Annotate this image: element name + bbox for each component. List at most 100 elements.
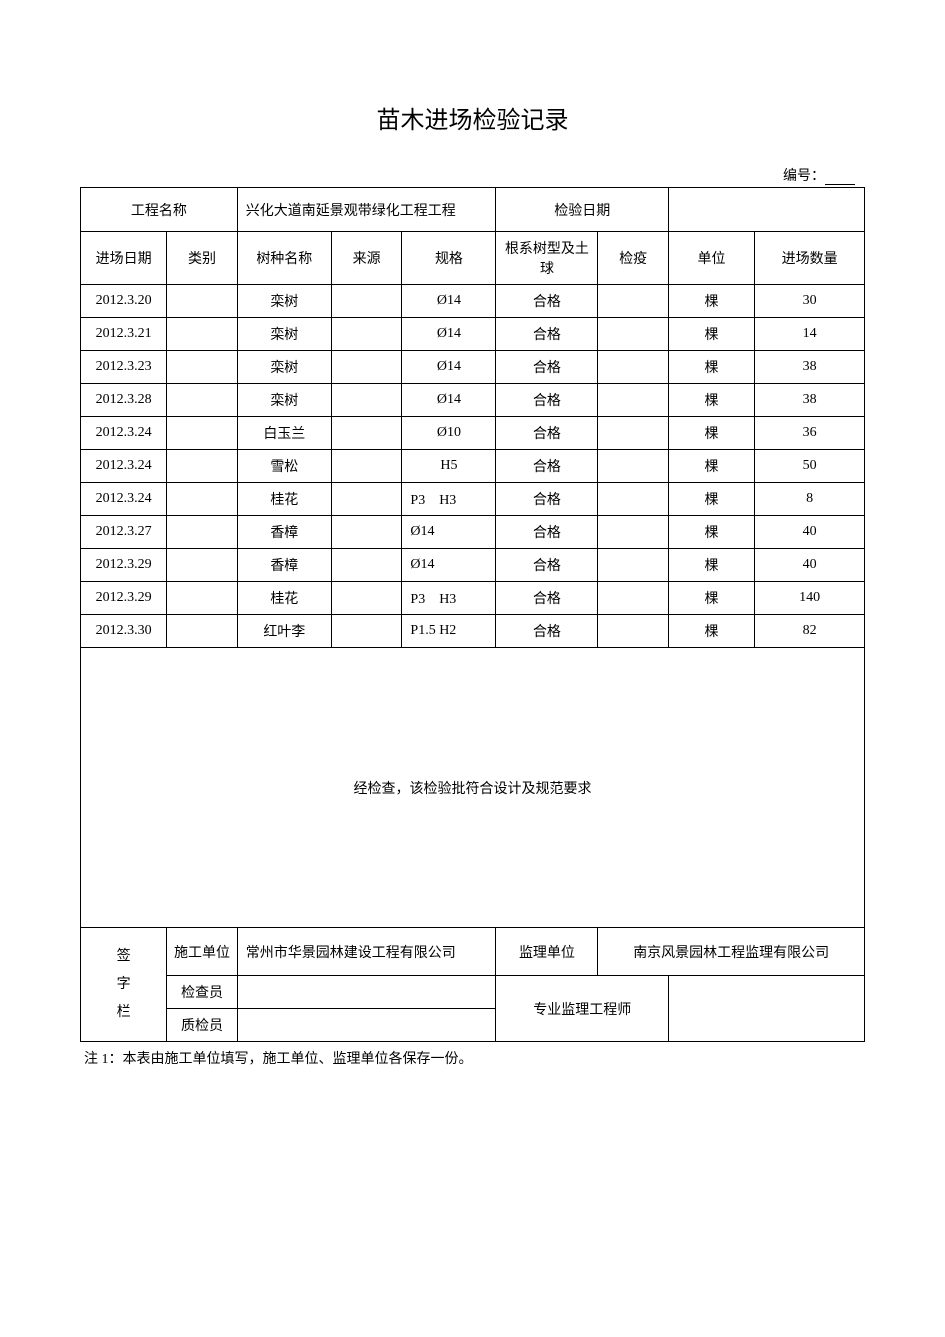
- cell-qty: 38: [755, 351, 865, 384]
- construction-value: 常州市华景园林建设工程有限公司: [237, 928, 496, 976]
- cell-quarantine: [598, 285, 669, 318]
- cell-qty: 38: [755, 384, 865, 417]
- cell-spec: Ø14: [402, 285, 496, 318]
- cell-unit: 棵: [668, 450, 754, 483]
- cell-species: 栾树: [237, 318, 331, 351]
- cell-date: 2012.3.20: [81, 285, 167, 318]
- inspection-note-row: 经检查，该检验批符合设计及规范要求: [81, 648, 865, 928]
- cell-root: 合格: [496, 615, 598, 648]
- inspect-date-label: 检验日期: [496, 188, 668, 232]
- cell-root: 合格: [496, 351, 598, 384]
- cell-species: 香樟: [237, 549, 331, 582]
- inspection-note: 经检查，该检验批符合设计及规范要求: [81, 648, 865, 928]
- col-qty: 进场数量: [755, 232, 865, 285]
- cell-root: 合格: [496, 450, 598, 483]
- table-row: 2012.3.24 桂花 P3 H3 合格 棵 8: [81, 483, 865, 516]
- signature-row-2: 检查员 专业监理工程师: [81, 976, 865, 1009]
- cell-source: [331, 318, 402, 351]
- construction-label: 施工单位: [167, 928, 238, 976]
- cell-species: 栾树: [237, 285, 331, 318]
- cell-date: 2012.3.24: [81, 483, 167, 516]
- cell-category: [167, 318, 238, 351]
- table-row: 2012.3.20 栾树 Ø14 合格 棵 30: [81, 285, 865, 318]
- cell-unit: 棵: [668, 384, 754, 417]
- cell-qty: 30: [755, 285, 865, 318]
- cell-category: [167, 615, 238, 648]
- page-title: 苗木进场检验记录: [80, 100, 865, 135]
- qc-value: [237, 1009, 496, 1042]
- cell-root: 合格: [496, 549, 598, 582]
- sig-char1: 签: [117, 949, 131, 964]
- cell-category: [167, 285, 238, 318]
- cell-spec: Ø14: [402, 384, 496, 417]
- cell-root: 合格: [496, 417, 598, 450]
- cell-unit: 棵: [668, 516, 754, 549]
- cell-quarantine: [598, 384, 669, 417]
- cell-source: [331, 285, 402, 318]
- cell-unit: 棵: [668, 351, 754, 384]
- cell-spec: P1.5 H2: [402, 615, 496, 648]
- cell-category: [167, 516, 238, 549]
- cell-root: 合格: [496, 285, 598, 318]
- col-category: 类别: [167, 232, 238, 285]
- cell-quarantine: [598, 615, 669, 648]
- cell-unit: 棵: [668, 285, 754, 318]
- inspector-value: [237, 976, 496, 1009]
- cell-spec: Ø14: [402, 318, 496, 351]
- cell-species: 雪松: [237, 450, 331, 483]
- col-date: 进场日期: [81, 232, 167, 285]
- inspect-date-value: [668, 188, 864, 232]
- table-row: 2012.3.29 桂花 P3 H3 合格 棵 140: [81, 582, 865, 615]
- footnote: 注 1：本表由施工单位填写，施工单位、监理单位各保存一份。: [80, 1048, 865, 1068]
- project-label: 工程名称: [81, 188, 238, 232]
- cell-date: 2012.3.27: [81, 516, 167, 549]
- col-unit: 单位: [668, 232, 754, 285]
- cell-source: [331, 615, 402, 648]
- cell-quarantine: [598, 351, 669, 384]
- signature-block-label: 签 字 栏: [81, 928, 167, 1042]
- cell-spec: P3 H3: [402, 483, 496, 516]
- serial-blank: [825, 184, 855, 185]
- cell-spec: Ø14: [402, 516, 496, 549]
- cell-quarantine: [598, 318, 669, 351]
- cell-category: [167, 417, 238, 450]
- cell-root: 合格: [496, 582, 598, 615]
- column-header-row: 进场日期 类别 树种名称 来源 规格 根系树型及土球 检疫 单位 进场数量: [81, 232, 865, 285]
- col-root: 根系树型及土球: [496, 232, 598, 285]
- table-row: 2012.3.29 香樟 Ø14 合格 棵 40: [81, 549, 865, 582]
- cell-date: 2012.3.23: [81, 351, 167, 384]
- cell-source: [331, 384, 402, 417]
- cell-unit: 棵: [668, 417, 754, 450]
- supervision-label: 监理单位: [496, 928, 598, 976]
- cell-root: 合格: [496, 483, 598, 516]
- cell-category: [167, 351, 238, 384]
- inspection-table: 工程名称 兴化大道南延景观带绿化工程工程 检验日期 进场日期 类别 树种名称 来…: [80, 187, 865, 1042]
- signature-row-1: 签 字 栏 施工单位 常州市华景园林建设工程有限公司 监理单位 南京风景园林工程…: [81, 928, 865, 976]
- cell-quarantine: [598, 582, 669, 615]
- col-species: 树种名称: [237, 232, 331, 285]
- cell-root: 合格: [496, 318, 598, 351]
- cell-date: 2012.3.24: [81, 417, 167, 450]
- cell-species: 桂花: [237, 582, 331, 615]
- cell-qty: 82: [755, 615, 865, 648]
- table-row: 2012.3.27 香樟 Ø14 合格 棵 40: [81, 516, 865, 549]
- serial-number-row: 编号：: [80, 165, 865, 185]
- cell-unit: 棵: [668, 483, 754, 516]
- cell-spec: Ø14: [402, 549, 496, 582]
- cell-qty: 8: [755, 483, 865, 516]
- table-row: 2012.3.28 栾树 Ø14 合格 棵 38: [81, 384, 865, 417]
- table-row: 2012.3.23 栾树 Ø14 合格 棵 38: [81, 351, 865, 384]
- cell-category: [167, 582, 238, 615]
- project-value: 兴化大道南延景观带绿化工程工程: [237, 188, 496, 232]
- cell-date: 2012.3.28: [81, 384, 167, 417]
- sig-char3: 栏: [117, 1005, 131, 1020]
- col-source: 来源: [331, 232, 402, 285]
- table-row: 2012.3.24 雪松 H5 合格 棵 50: [81, 450, 865, 483]
- cell-species: 栾树: [237, 384, 331, 417]
- cell-qty: 140: [755, 582, 865, 615]
- supervision-value: 南京风景园林工程监理有限公司: [598, 928, 865, 976]
- table-row: 2012.3.21 栾树 Ø14 合格 棵 14: [81, 318, 865, 351]
- sig-char2: 字: [117, 977, 131, 992]
- cell-source: [331, 483, 402, 516]
- cell-category: [167, 549, 238, 582]
